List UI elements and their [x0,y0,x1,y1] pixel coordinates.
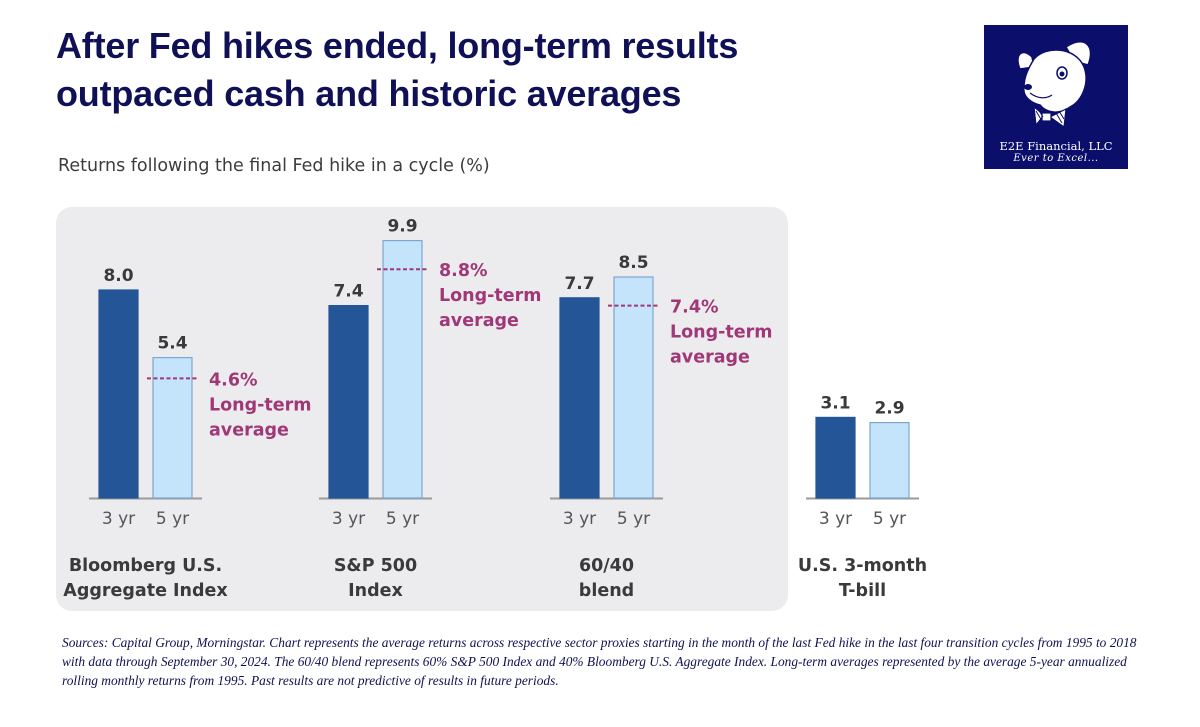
company-logo: E2E Financial, LLC Ever to Excel... [984,25,1128,169]
long-term-average-label: Long-term [670,323,773,343]
tick-label: 3 yr [563,509,596,529]
data-label: 3.1 [820,393,850,413]
data-label: 2.9 [874,399,904,419]
title-line-1: After Fed hikes ended, long-term results [56,25,739,66]
long-term-average-label: average [670,348,750,368]
footnote-sources: Sources: Capital Group, Morningstar. Cha… [62,635,1137,688]
bar-3yr [559,297,600,499]
long-term-average-value: 8.8% [439,261,488,281]
tick-label: 5 yr [617,509,650,529]
group-label: Index [348,581,403,601]
dog-with-bowtie-icon [1017,41,1092,129]
logo-tagline: Ever to Excel... [1013,153,1099,164]
tick-label: 3 yr [332,509,365,529]
data-label: 9.9 [387,217,417,237]
data-label: 7.7 [564,274,594,294]
logo-firm-name: E2E Financial, LLC [999,139,1113,153]
tick-label: 3 yr [102,509,135,529]
group-label: blend [579,581,634,601]
bar-5yr [869,422,910,499]
group-label: Bloomberg U.S. [69,556,222,576]
group-label: 60/40 [579,556,634,576]
title-line-2: outpaced cash and historic averages [56,73,682,114]
bar-5yr [382,240,423,499]
group-label: Aggregate Index [63,581,228,601]
bar-5yr [613,276,654,499]
long-term-average-value: 4.6% [209,370,258,390]
data-label: 7.4 [333,282,363,302]
bar-3yr [98,289,139,499]
long-term-average-label: Long-term [209,395,312,415]
group-label: T-bill [839,581,886,601]
long-term-average-value: 7.4% [670,298,719,318]
data-label: 5.4 [157,334,187,354]
long-term-average-label: average [209,420,289,440]
tick-label: 5 yr [873,509,906,529]
bar-3yr [815,416,856,499]
group-label: U.S. 3-month [798,556,927,576]
bar-5yr [152,357,193,499]
bar-3yr [328,305,369,499]
data-label: 8.5 [618,253,648,273]
tick-label: 5 yr [156,509,189,529]
long-term-average-label: average [439,311,519,331]
tick-label: 3 yr [819,509,852,529]
data-label: 8.0 [103,266,133,286]
page-title: After Fed hikes ended, long-term results… [56,22,956,118]
group-label: S&P 500 [334,556,417,576]
long-term-average-label: Long-term [439,286,542,306]
tick-label: 5 yr [386,509,419,529]
chart-subtitle: Returns following the final Fed hike in … [58,156,490,176]
